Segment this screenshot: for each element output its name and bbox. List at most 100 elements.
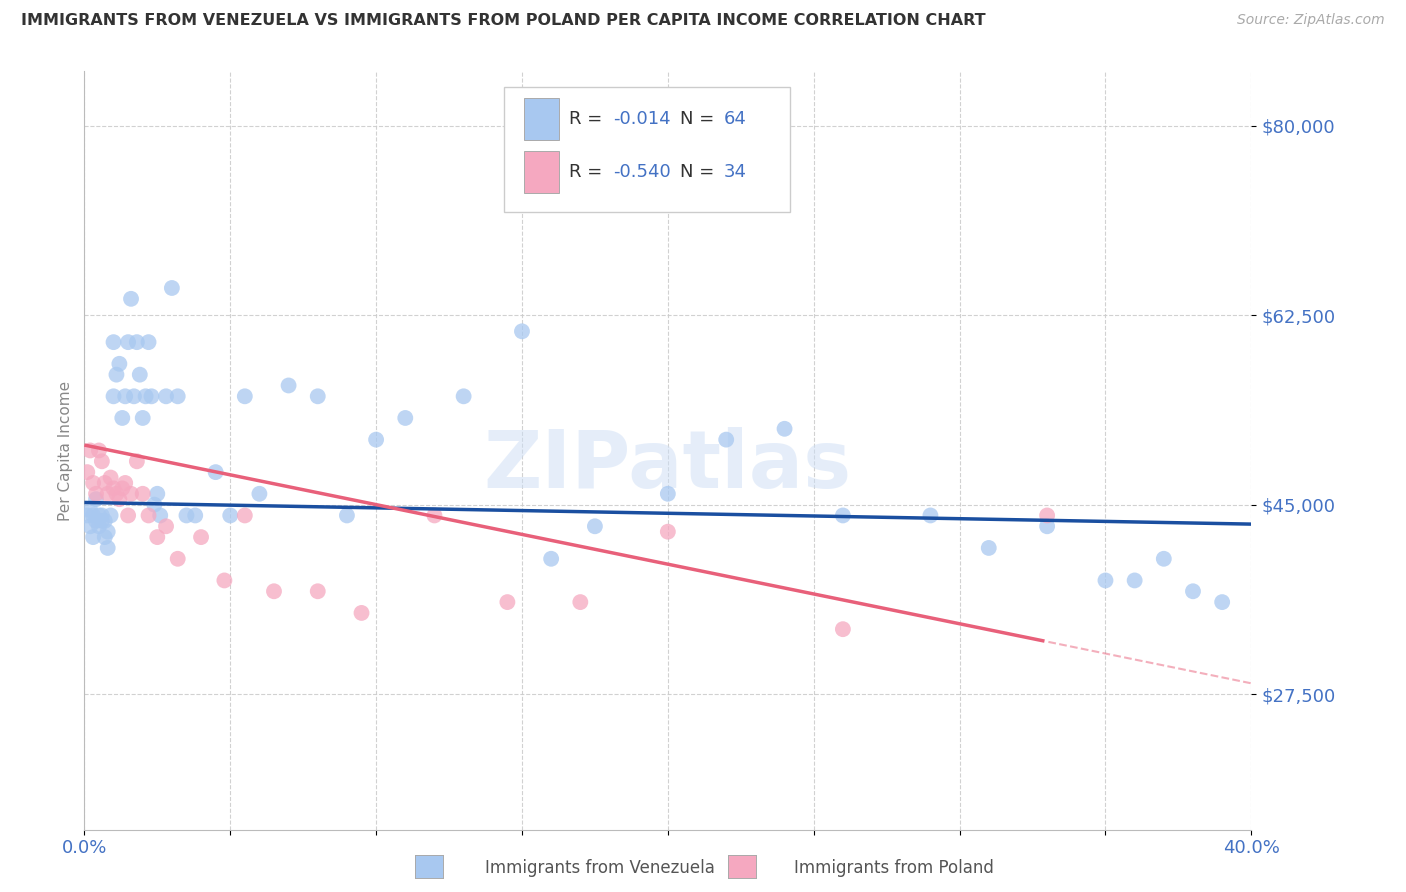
Point xyxy=(103,389,125,403)
Bar xyxy=(524,98,560,140)
Point xyxy=(114,475,136,490)
Point xyxy=(79,519,101,533)
Point xyxy=(1123,574,1146,588)
Text: N =: N = xyxy=(679,110,720,128)
Text: ZIPatlas: ZIPatlas xyxy=(484,426,852,505)
Point xyxy=(100,508,122,523)
Point xyxy=(453,389,475,403)
Point xyxy=(166,551,188,566)
Point xyxy=(120,292,142,306)
Point xyxy=(76,508,98,523)
Text: 34: 34 xyxy=(724,163,747,181)
Point xyxy=(105,368,128,382)
Text: R =: R = xyxy=(568,163,607,181)
Text: Source: ZipAtlas.com: Source: ZipAtlas.com xyxy=(1237,13,1385,28)
Point xyxy=(90,508,112,523)
Text: -0.014: -0.014 xyxy=(613,110,671,128)
Text: N =: N = xyxy=(679,163,720,181)
Point xyxy=(423,508,446,523)
Point xyxy=(1036,508,1059,523)
Point xyxy=(82,475,104,490)
Text: IMMIGRANTS FROM VENEZUELA VS IMMIGRANTS FROM POLAND PER CAPITA INCOME CORRELATIO: IMMIGRANTS FROM VENEZUELA VS IMMIGRANTS … xyxy=(21,13,986,29)
Point xyxy=(155,389,177,403)
Point xyxy=(97,487,120,501)
Point xyxy=(277,378,299,392)
Point xyxy=(117,335,139,350)
Point xyxy=(84,487,107,501)
Point xyxy=(90,454,112,468)
Point xyxy=(141,389,163,403)
Point xyxy=(94,514,117,528)
Point xyxy=(138,335,160,350)
Point xyxy=(190,530,212,544)
Point xyxy=(125,335,148,350)
Point xyxy=(155,519,177,533)
Point xyxy=(79,503,101,517)
Point xyxy=(117,508,139,523)
Point xyxy=(82,508,104,523)
Point xyxy=(125,454,148,468)
Point xyxy=(184,508,207,523)
Point xyxy=(307,584,329,599)
Point xyxy=(336,508,359,523)
Point xyxy=(657,524,679,539)
Point xyxy=(832,508,855,523)
Point xyxy=(1153,551,1175,566)
Point xyxy=(1036,519,1059,533)
Point xyxy=(114,389,136,403)
Point xyxy=(90,514,112,528)
Point xyxy=(394,411,416,425)
Point xyxy=(166,389,188,403)
Point xyxy=(108,492,131,507)
Point xyxy=(138,508,160,523)
Point xyxy=(366,433,388,447)
Point xyxy=(1211,595,1233,609)
Point xyxy=(82,530,104,544)
Point xyxy=(94,475,117,490)
Point xyxy=(87,508,110,523)
Point xyxy=(76,465,98,479)
Point xyxy=(219,508,242,523)
Point xyxy=(204,465,226,479)
Point xyxy=(120,487,142,501)
Point xyxy=(214,574,236,588)
Point xyxy=(569,595,592,609)
Point xyxy=(832,622,855,636)
Point xyxy=(100,470,122,484)
Point xyxy=(122,389,145,403)
Point xyxy=(160,281,183,295)
Point xyxy=(233,389,256,403)
Point xyxy=(79,443,101,458)
Point xyxy=(263,584,285,599)
Point xyxy=(143,498,166,512)
Point xyxy=(87,443,110,458)
Point xyxy=(105,487,128,501)
Point xyxy=(97,524,120,539)
Point xyxy=(657,487,679,501)
Point xyxy=(583,519,606,533)
Text: R =: R = xyxy=(568,110,607,128)
Point xyxy=(146,530,169,544)
Point xyxy=(111,482,134,496)
Point xyxy=(149,508,172,523)
Point xyxy=(1182,584,1205,599)
Point xyxy=(146,487,169,501)
Point xyxy=(920,508,942,523)
Point xyxy=(977,541,1000,555)
Point xyxy=(94,530,117,544)
Text: Immigrants from Venezuela: Immigrants from Venezuela xyxy=(485,859,714,877)
Point xyxy=(97,541,120,555)
Point xyxy=(87,519,110,533)
Point xyxy=(176,508,198,523)
Point xyxy=(84,492,107,507)
Text: Immigrants from Poland: Immigrants from Poland xyxy=(794,859,994,877)
Y-axis label: Per Capita Income: Per Capita Income xyxy=(58,380,73,521)
Point xyxy=(716,433,738,447)
Point xyxy=(135,389,157,403)
Point xyxy=(103,335,125,350)
Point xyxy=(350,606,373,620)
Point xyxy=(1094,574,1116,588)
Point xyxy=(108,357,131,371)
Point xyxy=(496,595,519,609)
Point xyxy=(111,411,134,425)
